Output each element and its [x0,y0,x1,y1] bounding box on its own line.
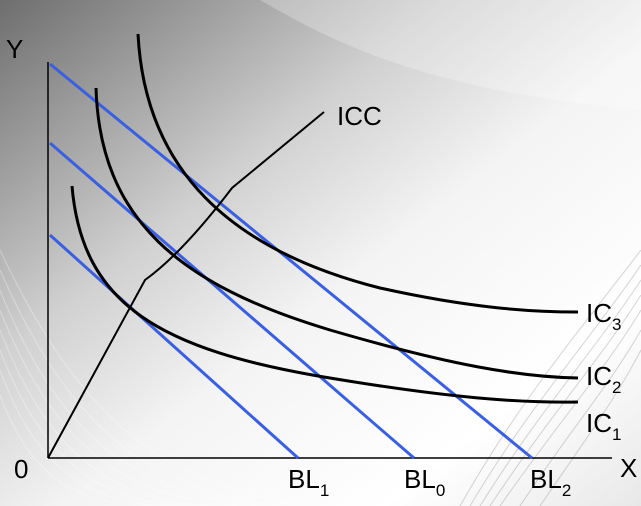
x-axis-label: X [620,453,637,483]
icc-curve [47,111,325,459]
icc-label: ICC [337,101,382,131]
origin-label: 0 [14,454,28,484]
indifference-curves [70,33,579,404]
bl0-label: BL0 [404,464,445,500]
ic3-label: IC3 [586,298,621,334]
y-axis-label: Y [6,34,23,64]
budget-line-bl1 [48,233,300,460]
ic1-label: IC1 [586,408,621,444]
icc-group: ICC [47,101,382,459]
budget-line-bl0 [49,141,415,460]
curve-labels: IC3 IC2 IC1 BL1 BL0 BL2 [288,298,621,500]
ic2-label: IC2 [586,361,621,397]
indifference-curve-ic1 [70,185,579,404]
bl1-label: BL1 [288,464,329,500]
budget-line-bl2 [49,62,533,460]
indifference-curve-ic3 [136,33,579,314]
axes: Y X 0 [6,34,637,484]
budget-lines [48,62,533,460]
bl2-label: BL2 [530,464,571,500]
indifference-curve-ic2 [94,87,579,380]
